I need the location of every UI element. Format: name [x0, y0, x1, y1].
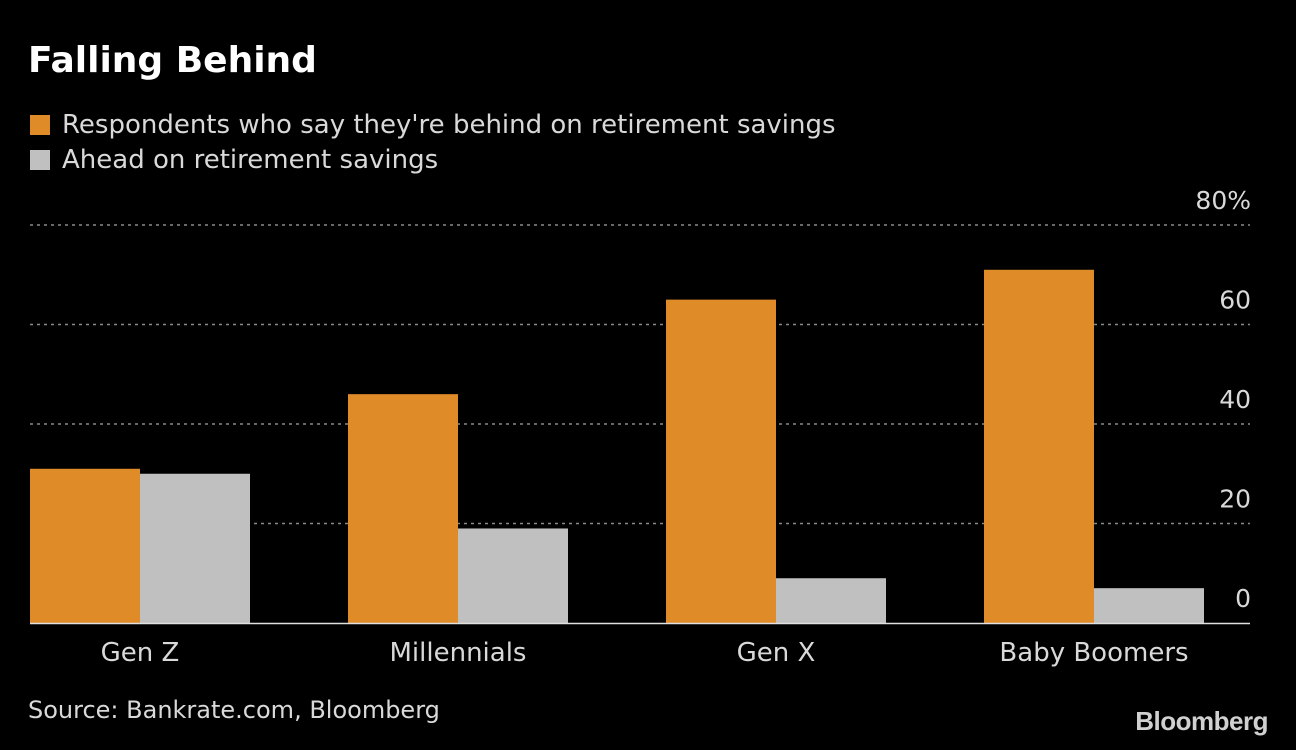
x-tick-label-gen-z: Gen Z [101, 638, 180, 668]
y-tick-label-80: 80% [1195, 186, 1251, 215]
bar-ahead-gen-x [776, 578, 886, 623]
legend-swatch-ahead [30, 150, 50, 170]
bars [30, 269, 1204, 623]
chart-title: Falling Behind [28, 40, 317, 81]
x-tick-label-baby-boomers: Baby Boomers [999, 638, 1188, 668]
bar-ahead-millennials [458, 528, 568, 623]
bar-behind-gen-z [30, 468, 140, 623]
legend-swatch-behind [30, 115, 50, 135]
bar-behind-baby-boomers [984, 269, 1094, 623]
legend-item-behind: Respondents who say they're behind on re… [30, 110, 836, 140]
bar-behind-gen-x [666, 299, 776, 623]
x-tick-label-gen-x: Gen X [737, 638, 816, 668]
legend-label-behind: Respondents who say they're behind on re… [62, 110, 836, 140]
bar-behind-millennials [348, 394, 458, 623]
legend-item-ahead: Ahead on retirement savings [30, 145, 438, 175]
bar-ahead-gen-z [140, 473, 250, 623]
axes: 0 20 40 60 80% Gen Z Millennials Gen X Baby Boom… [30, 186, 1251, 668]
bar-ahead-baby-boomers [1094, 588, 1204, 623]
bloomberg-logo: Bloomberg [1135, 706, 1268, 736]
source-note: Source: Bankrate.com, Bloomberg [28, 696, 440, 724]
x-tick-label-millennials: Millennials [390, 638, 527, 668]
y-tick-label-20: 20 [1219, 485, 1251, 514]
legend-label-ahead: Ahead on retirement savings [62, 145, 439, 175]
y-tick-label-0: 0 [1235, 584, 1251, 613]
y-tick-label-40: 40 [1219, 385, 1251, 414]
y-tick-label-60: 60 [1219, 286, 1251, 315]
